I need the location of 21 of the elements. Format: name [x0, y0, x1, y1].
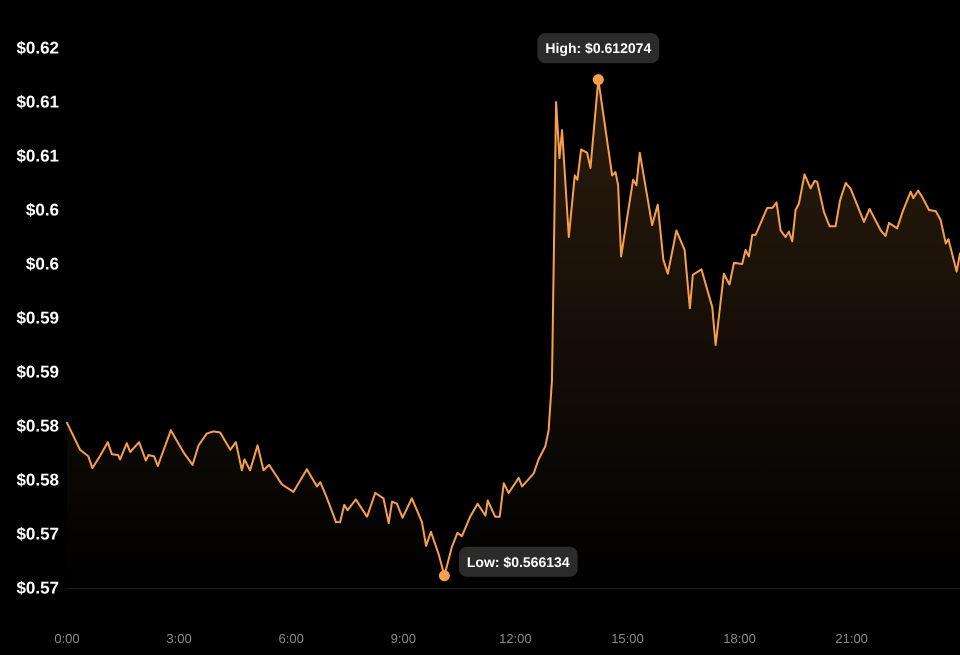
x-tick-label: 0:00: [54, 631, 80, 646]
x-tick-label: 12:00: [499, 631, 532, 646]
x-tick-label: 9:00: [390, 631, 416, 646]
y-tick-label: $0.59: [16, 362, 59, 382]
x-tick-label: 15:00: [611, 631, 644, 646]
y-tick-label: $0.58: [16, 416, 59, 436]
y-tick-label: $0.58: [16, 470, 59, 490]
x-tick-label: 18:00: [723, 631, 756, 646]
x-tick-label: 6:00: [278, 631, 304, 646]
y-tick-label: $0.6: [26, 200, 59, 220]
y-tick-label: $0.62: [16, 38, 59, 58]
y-tick-label: $0.61: [16, 92, 59, 112]
y-tick-label: $0.57: [16, 524, 59, 544]
annotation: High: $0.612074: [545, 40, 652, 56]
y-tick-label: $0.61: [16, 146, 59, 166]
y-tick-label: $0.57: [16, 578, 59, 598]
x-tick-label: 3:00: [166, 631, 192, 646]
y-tick-label: $0.6: [26, 254, 59, 274]
annotation: Low: $0.566134: [466, 554, 570, 570]
x-tick-label: 21:00: [835, 631, 868, 646]
y-tick-label: $0.59: [16, 308, 59, 328]
